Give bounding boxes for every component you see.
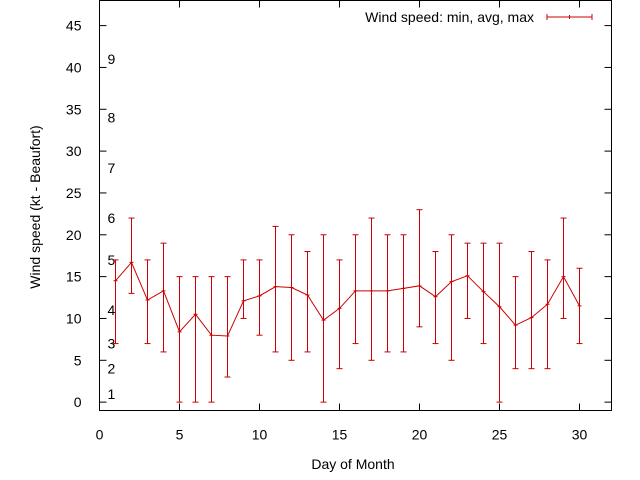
data-point-avg (129, 260, 134, 265)
data-point-avg (513, 323, 518, 328)
data-point-avg (273, 284, 278, 289)
y-tick-label: 35 (66, 101, 82, 117)
x-tick-label: 10 (252, 427, 268, 443)
data-point-avg (337, 306, 342, 311)
data-point-avg (193, 312, 198, 317)
data-point-avg (145, 298, 150, 303)
data-point-avg (561, 274, 566, 279)
data-point-avg (449, 279, 454, 284)
legend-label: Wind speed: min, avg, max (365, 9, 534, 25)
data-point-avg (353, 288, 358, 293)
beaufort-label: 7 (108, 160, 116, 176)
data-point-avg (241, 298, 246, 303)
data-point-avg (177, 329, 182, 334)
legend-errorbar-sample (546, 14, 593, 20)
x-tick-label: 20 (412, 427, 428, 443)
data-point-avg (209, 333, 214, 338)
y-tick-label: 30 (66, 143, 82, 159)
x-axis-label: Day of Month (311, 456, 394, 472)
y-tick-label: 45 (66, 18, 82, 34)
y-tick-label: 5 (74, 352, 82, 368)
beaufort-scale-labels: 1 2 3 4 5 6 7 8 9 (108, 51, 116, 402)
data-point-avg (321, 318, 326, 323)
legend: Wind speed: min, avg, max (365, 9, 593, 25)
beaufort-label: 2 (108, 361, 116, 377)
data-point-avg (369, 288, 374, 293)
x-tick-label: 0 (96, 427, 104, 443)
y-tick-label: 15 (66, 269, 82, 285)
data-point-avg (161, 288, 166, 293)
beaufort-label: 5 (108, 252, 116, 268)
data-point-avg (481, 289, 486, 294)
data-point-avg (465, 273, 470, 278)
x-tick-label: 30 (572, 427, 588, 443)
x-axis-ticks: 0 5 10 15 20 25 30 (96, 0, 588, 443)
x-tick-label: 15 (332, 427, 348, 443)
data-point-avg (289, 285, 294, 290)
y-tick-label: 20 (66, 227, 82, 243)
y-tick-label: 10 (66, 310, 82, 326)
series-line-avg (115, 261, 580, 337)
data-point-avg (257, 293, 262, 298)
beaufort-label: 3 (108, 336, 116, 352)
plot-frame (99, 0, 612, 411)
y-tick-label: 25 (66, 185, 82, 201)
data-point-avg (545, 302, 550, 307)
series-layer (112, 209, 583, 403)
y-tick-label: 40 (66, 59, 82, 75)
data-point-avg (433, 294, 438, 299)
data-point-avg (113, 278, 118, 283)
x-tick-label: 25 (492, 427, 508, 443)
data-point-avg (417, 283, 422, 288)
beaufort-label: 6 (108, 210, 116, 226)
data-point-avg (401, 286, 406, 291)
x-tick-label: 5 (176, 427, 184, 443)
beaufort-label: 9 (108, 51, 116, 67)
data-point-avg (529, 315, 534, 320)
data-point-avg (305, 293, 310, 298)
y-tick-label: 0 (74, 394, 82, 410)
data-point-avg (225, 334, 230, 339)
beaufort-label: 8 (108, 110, 116, 126)
data-point-avg (497, 304, 502, 309)
beaufort-label: 1 (108, 386, 116, 402)
beaufort-label: 4 (108, 302, 116, 318)
y-axis-label: Wind speed (kt - Beaufort) (27, 125, 43, 288)
data-point-avg (385, 288, 390, 293)
data-point-avg (577, 303, 582, 308)
